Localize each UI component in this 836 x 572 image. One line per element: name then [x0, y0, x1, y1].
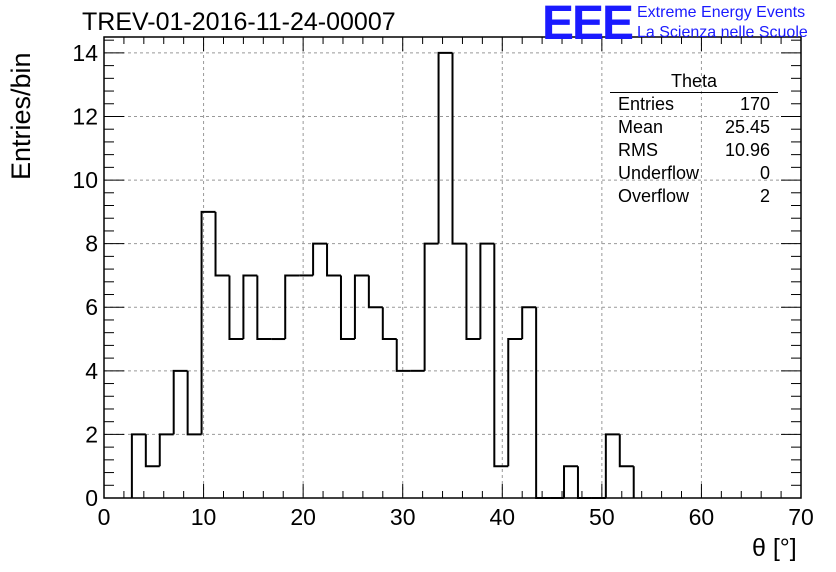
- histogram-bin: [437, 51, 453, 244]
- x-axis-label: θ [°]: [752, 534, 797, 562]
- y-tick-label: 8: [85, 231, 98, 257]
- histogram-bin: [284, 274, 300, 340]
- stats-row-overflow: Overflow 2: [610, 185, 778, 208]
- stats-value: 2: [759, 186, 770, 206]
- histogram-bin: [493, 243, 509, 468]
- histogram-bin: [381, 307, 397, 341]
- chart-title: TREV-01-2016-11-24-00007: [82, 8, 396, 36]
- histogram-bars: [130, 51, 635, 499]
- x-tick-label: 50: [589, 504, 615, 530]
- histogram-bin: [339, 275, 355, 341]
- histogram-bin: [618, 434, 634, 468]
- stats-row-entries: Entries 170: [610, 93, 778, 116]
- x-tick-label: 60: [689, 504, 715, 530]
- eee-logo: EEE: [542, 0, 634, 50]
- x-tick-label: 10: [191, 504, 217, 530]
- histogram-bin: [604, 433, 620, 498]
- histogram-bin: [507, 338, 523, 467]
- stats-row-rms: RMS 10.96: [610, 139, 778, 162]
- histogram-bin: [465, 243, 481, 341]
- y-tick-label: 4: [85, 358, 98, 384]
- stats-row-underflow: Underflow 0: [610, 162, 778, 185]
- histogram-bin: [144, 434, 160, 468]
- y-tick-label: 2: [85, 421, 98, 447]
- histogram-bin: [130, 433, 146, 498]
- logo-line-1: Extreme Energy Events: [637, 4, 806, 21]
- histogram-bin: [423, 242, 439, 371]
- histogram-bin: [228, 275, 244, 341]
- histogram-bin: [353, 274, 369, 340]
- logo-line-2: La Scienza nelle Scuole: [637, 24, 808, 41]
- stats-value: 170: [739, 94, 770, 114]
- x-tick-label: 70: [788, 504, 814, 530]
- histogram-bin: [242, 274, 258, 340]
- histogram-bin: [200, 210, 216, 435]
- histogram-bin: [214, 211, 230, 277]
- histogram-bin: [521, 306, 537, 340]
- y-tick-label: 14: [72, 40, 98, 66]
- stats-label: Mean: [618, 117, 664, 137]
- histogram-bin: [535, 307, 551, 499]
- histogram-bin: [563, 465, 578, 498]
- y-tick-label: 0: [85, 485, 98, 511]
- x-tick-label: 40: [489, 504, 515, 530]
- plot-frame: [103, 36, 802, 499]
- histogram-bin: [479, 242, 495, 340]
- histogram-bin: [395, 339, 411, 372]
- stats-value: 10.96: [724, 140, 770, 160]
- histogram-bin: [186, 370, 202, 436]
- histogram-bin: [451, 52, 467, 245]
- histogram-bin: [576, 466, 592, 499]
- stats-row-mean: Mean 25.45: [610, 116, 778, 139]
- y-tick-label: 6: [85, 294, 98, 320]
- stats-value: 0: [759, 163, 770, 183]
- stats-title: Theta: [610, 70, 778, 93]
- stats-box: Theta Entries 170 Mean 25.45 RMS 10.96 U…: [610, 70, 778, 208]
- y-tick-label: 10: [72, 167, 98, 193]
- histogram-bin: [158, 433, 174, 467]
- stats-label: Overflow: [618, 186, 690, 206]
- histogram-bin: [312, 242, 328, 276]
- y-tick-label: 12: [72, 103, 98, 129]
- y-axis-label: Entries/bin: [6, 52, 36, 180]
- axis-ticks: [103, 37, 802, 499]
- x-tick-label: 20: [290, 504, 316, 530]
- stats-label: RMS: [618, 140, 658, 160]
- stats-label: Underflow: [618, 163, 700, 183]
- histogram-bin: [172, 369, 188, 435]
- histogram-bin: [326, 243, 341, 277]
- histogram-bin: [256, 275, 272, 341]
- histogram-bin: [367, 275, 383, 309]
- stats-value: 25.45: [724, 117, 770, 137]
- stats-label: Entries: [618, 94, 675, 114]
- x-tick-label: 30: [390, 504, 416, 530]
- x-tick-label: 0: [98, 504, 111, 530]
